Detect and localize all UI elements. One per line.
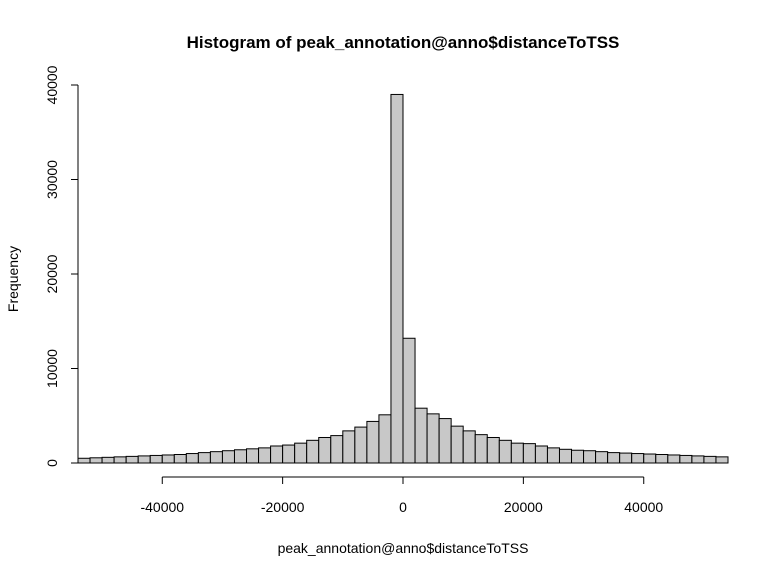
x-tick-label: 20000 bbox=[504, 499, 543, 515]
histogram-bar bbox=[137, 455, 151, 464]
histogram-bar bbox=[294, 442, 308, 464]
histogram-bar bbox=[534, 445, 548, 464]
y-axis: 0 10000 20000 30000 40000 bbox=[44, 65, 79, 467]
histogram-bar bbox=[101, 456, 115, 464]
histogram-bar bbox=[522, 443, 536, 464]
histogram-bar bbox=[607, 452, 621, 464]
histogram-bar bbox=[233, 449, 248, 464]
histogram-bar bbox=[246, 448, 260, 464]
histogram-bar bbox=[149, 454, 163, 464]
y-tick-label: 10000 bbox=[44, 349, 60, 388]
histogram-bar bbox=[270, 445, 284, 464]
histogram-bar bbox=[414, 407, 428, 464]
histogram-bar bbox=[510, 442, 524, 464]
histogram-bar bbox=[306, 439, 320, 464]
histogram-bar bbox=[354, 426, 368, 464]
histogram-bar bbox=[643, 453, 657, 464]
histogram-bar bbox=[558, 448, 573, 464]
histogram-bar bbox=[221, 450, 235, 464]
histogram-bar bbox=[462, 430, 476, 464]
x-tick-label: 40000 bbox=[624, 499, 663, 515]
histogram-bar bbox=[619, 452, 633, 464]
histogram-bar bbox=[390, 93, 404, 464]
histogram-bar bbox=[366, 420, 380, 464]
y-tick-label: 20000 bbox=[44, 254, 60, 293]
histogram-bar bbox=[595, 451, 609, 464]
x-tick-label: -20000 bbox=[261, 499, 305, 515]
histogram-bar bbox=[282, 444, 296, 464]
y-tick-label: 40000 bbox=[44, 65, 60, 104]
histogram-bar bbox=[402, 337, 416, 464]
histogram-bar bbox=[667, 454, 681, 464]
histogram-bar bbox=[113, 456, 127, 464]
histogram-bar bbox=[173, 454, 187, 464]
histogram-bar bbox=[691, 455, 705, 464]
histogram-bar bbox=[378, 414, 392, 464]
histogram-bar bbox=[715, 456, 729, 464]
histogram-bar bbox=[679, 454, 693, 464]
x-tick-label: 0 bbox=[399, 499, 407, 515]
histogram-bar bbox=[185, 453, 199, 464]
histogram-bar bbox=[474, 434, 488, 464]
histogram-bar bbox=[703, 455, 717, 464]
histogram-bar bbox=[89, 457, 103, 464]
histogram-bar bbox=[77, 457, 91, 464]
histogram-bar bbox=[330, 435, 344, 464]
y-tick-label: 30000 bbox=[44, 160, 60, 199]
x-axis: -40000 -20000 0 20000 40000 bbox=[140, 476, 663, 515]
histogram-bar bbox=[655, 454, 669, 464]
histogram-bar bbox=[258, 447, 272, 464]
histogram-bar bbox=[486, 436, 500, 464]
histogram-bar bbox=[318, 436, 332, 464]
histogram-bar bbox=[450, 425, 464, 464]
x-axis-label: peak_annotation@anno$distanceToTSS bbox=[278, 540, 529, 556]
histogram-bar bbox=[631, 453, 645, 464]
histogram-bar bbox=[498, 439, 512, 464]
y-axis-label: Frequency bbox=[5, 246, 21, 312]
x-tick-label: -40000 bbox=[140, 499, 184, 515]
histogram-bar bbox=[342, 430, 356, 464]
chart-title: Histogram of peak_annotation@anno$distan… bbox=[187, 33, 620, 52]
histogram-bar bbox=[426, 413, 440, 464]
histogram-bar bbox=[583, 450, 597, 464]
y-tick-label: 0 bbox=[44, 459, 60, 467]
histogram-bar bbox=[161, 454, 175, 464]
histogram-bar bbox=[438, 418, 452, 464]
histogram-bar bbox=[197, 452, 211, 464]
histogram-bar bbox=[125, 455, 139, 464]
histogram-bar bbox=[546, 447, 560, 464]
histogram-bar bbox=[571, 449, 585, 464]
histogram-bars bbox=[77, 93, 729, 464]
histogram-bar bbox=[209, 451, 223, 464]
